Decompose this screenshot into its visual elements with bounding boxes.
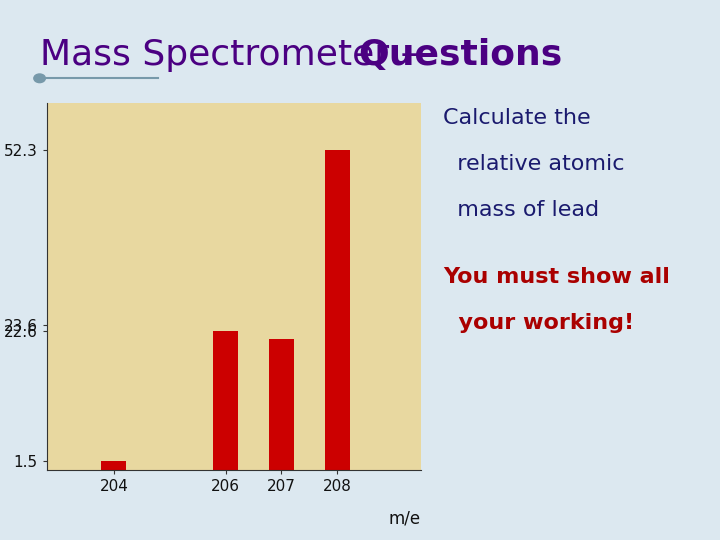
- Text: You must show all: You must show all: [443, 267, 670, 287]
- Bar: [269, 340, 294, 470]
- Text: m/e: m/e: [388, 510, 420, 528]
- Text: your working!: your working!: [443, 313, 634, 333]
- Text: relative atomic: relative atomic: [443, 154, 624, 174]
- Bar: [102, 461, 127, 470]
- Text: Questions: Questions: [358, 38, 562, 72]
- Bar: [325, 150, 350, 470]
- Text: Mass Spectrometer –: Mass Spectrometer –: [40, 38, 430, 72]
- Bar: [213, 332, 238, 470]
- Text: mass of lead: mass of lead: [443, 200, 599, 220]
- Text: Calculate the: Calculate the: [443, 108, 590, 128]
